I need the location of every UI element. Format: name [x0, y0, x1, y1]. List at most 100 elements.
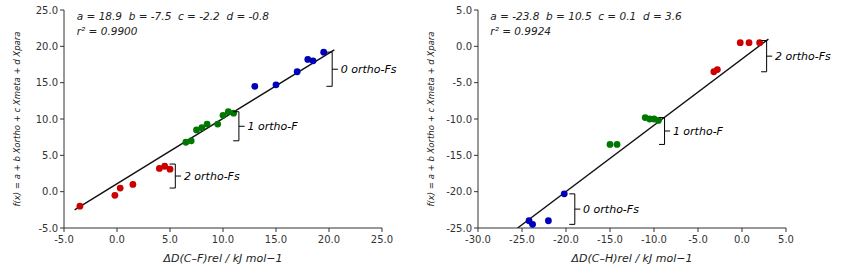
y-tick	[60, 46, 64, 47]
y-tick-label: 20.0	[36, 41, 58, 52]
bracket	[659, 118, 670, 145]
point	[77, 203, 84, 210]
y-tick-label: -5.0	[452, 77, 472, 88]
x-axis-label: ΔD(C–H)rel / kJ mol−1	[571, 252, 693, 265]
fit-line	[75, 50, 335, 210]
point	[294, 68, 301, 75]
point	[737, 39, 744, 46]
x-tick-label: 15.0	[265, 234, 287, 245]
y-tick	[60, 119, 64, 120]
x-tick-label: -5.0	[54, 234, 74, 245]
point	[188, 137, 195, 144]
point	[529, 221, 536, 228]
plot-area	[75, 49, 335, 210]
bracket	[761, 41, 772, 72]
y-tick-label: -10.0	[446, 114, 472, 125]
panel: -30.0-25.0-20.0-15.0-10.0-5.00.05.0-25.0…	[426, 5, 831, 266]
point	[655, 117, 662, 124]
x-tick	[223, 228, 224, 232]
point	[117, 185, 124, 192]
y-tick-label: 5.0	[42, 150, 58, 161]
point	[746, 39, 753, 46]
y-tick	[474, 191, 478, 192]
x-tick-label: 10.0	[212, 234, 234, 245]
y-tick	[60, 155, 64, 156]
x-tick	[478, 228, 479, 232]
x-tick	[522, 228, 523, 232]
bracket-label: 1 ortho-F	[673, 125, 724, 138]
y-tick-label: 10.0	[36, 114, 58, 125]
y-tick-label: 15.0	[36, 77, 58, 88]
point	[230, 110, 237, 117]
bracket	[170, 164, 181, 188]
y-tick-label: -5.0	[38, 223, 58, 234]
x-tick-label: -20.0	[553, 234, 579, 245]
point	[251, 83, 258, 90]
point	[561, 190, 568, 197]
x-tick	[698, 228, 699, 232]
y-axis-label: f(x) = a + b Xortho + c Xmeta + d Xpara	[426, 32, 436, 207]
bracket-label: 1 ortho-F	[247, 120, 298, 133]
x-tick-label: 25.0	[371, 234, 393, 245]
y-tick	[60, 10, 64, 11]
point	[607, 141, 614, 148]
y-tick-label: -25.0	[446, 223, 472, 234]
point	[167, 166, 174, 173]
plot-area	[518, 39, 769, 228]
y-tick	[60, 191, 64, 192]
y-tick-label: -20.0	[446, 186, 472, 197]
point	[545, 217, 552, 224]
bracket-label: 0 ortho-Fs	[583, 203, 639, 216]
x-tick	[566, 228, 567, 232]
x-tick-label: 5.0	[778, 234, 794, 245]
point	[130, 181, 137, 188]
bracket	[326, 52, 337, 86]
y-tick-label: 5.0	[456, 5, 472, 16]
x-tick-label: -10.0	[641, 234, 667, 245]
point	[320, 49, 327, 56]
x-tick	[64, 228, 65, 232]
x-tick-label: 0.0	[734, 234, 750, 245]
y-tick	[474, 155, 478, 156]
panel: -5.0 0.0 5.0 10.0 15.0 20.0 25.0 -5.0 0.0 5.0 10.0…	[12, 5, 397, 266]
x-tick-label: -25.0	[509, 234, 535, 245]
y-tick-label: -15.0	[446, 150, 472, 161]
x-tick	[654, 228, 655, 232]
x-axis-line	[478, 228, 786, 229]
y-tick-label: 0.0	[456, 41, 472, 52]
bracket	[569, 194, 580, 225]
annotation: a = 18.9 b = -7.5 c = -2.2 d = -0.8	[77, 10, 270, 22]
x-tick	[276, 228, 277, 232]
point	[204, 121, 211, 128]
x-tick-label: -15.0	[597, 234, 623, 245]
y-tick	[60, 82, 64, 83]
y-tick	[474, 46, 478, 47]
y-tick	[60, 228, 64, 229]
x-tick-label: 20.0	[318, 234, 340, 245]
x-tick-label: -30.0	[465, 234, 491, 245]
y-tick	[474, 10, 478, 11]
x-tick	[742, 228, 743, 232]
annotation: a = -23.8 b = 10.5 c = 0.1 d = 3.6	[490, 10, 682, 22]
annotation: r² = 0.9924	[490, 25, 551, 37]
point	[714, 66, 721, 73]
x-tick	[610, 228, 611, 232]
x-tick-label: -5.0	[688, 234, 708, 245]
y-axis-label: f(x) = a + b Xortho + c Xmeta + d Xpara	[12, 32, 22, 207]
x-tick	[329, 228, 330, 232]
bracket-label: 0 ortho-Fs	[341, 63, 397, 76]
point	[310, 57, 317, 64]
bracket	[233, 112, 244, 141]
x-tick-label: 0.0	[109, 234, 125, 245]
point	[614, 141, 621, 148]
y-tick-label: 0.0	[42, 186, 58, 197]
x-tick-label: 5.0	[162, 234, 178, 245]
y-tick-label: 25.0	[36, 5, 58, 16]
point	[214, 121, 221, 128]
x-axis-label: ΔD(C–F)rel / kJ mol−1	[163, 252, 283, 265]
x-tick	[382, 228, 383, 232]
y-tick	[474, 228, 478, 229]
bracket-label: 2 ortho-Fs	[184, 170, 240, 183]
point	[273, 81, 280, 88]
figure: -5.0 0.0 5.0 10.0 15.0 20.0 25.0 -5.0 0.0 5.0 10.0…	[0, 0, 853, 274]
